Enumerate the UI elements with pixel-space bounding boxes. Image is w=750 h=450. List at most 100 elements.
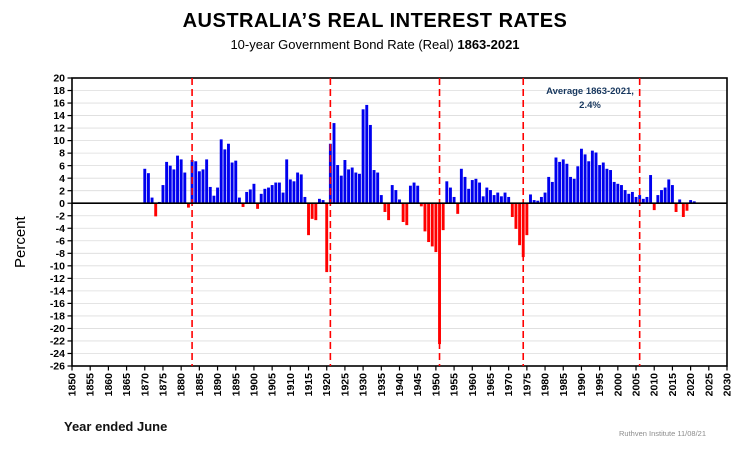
bar-1983 (554, 157, 558, 204)
x-tick-label: 1860 (103, 373, 115, 397)
bar-1879 (176, 155, 179, 204)
x-tick-label: 1880 (176, 373, 188, 397)
bar-1902 (259, 193, 263, 204)
bar-1903 (263, 188, 267, 204)
bar-1991 (583, 154, 587, 204)
bar-1970 (507, 196, 511, 204)
bar-1939 (394, 190, 398, 204)
y-tick-label: -10 (50, 260, 65, 272)
bar-1963 (481, 196, 485, 204)
bar-1927 (350, 167, 354, 204)
bar-1984 (558, 161, 562, 204)
bar-2011 (656, 195, 660, 204)
bar-1975 (525, 203, 529, 236)
bar-1877 (168, 165, 172, 204)
bar-1909 (285, 159, 289, 204)
bar-1881 (183, 172, 187, 204)
bar-1923 (336, 165, 340, 204)
y-tick-label: 0 (59, 198, 65, 210)
bar-1917 (314, 203, 318, 221)
bar-1930 (361, 109, 365, 204)
y-tick-label: 4 (59, 173, 65, 185)
x-tick-label: 1975 (521, 373, 533, 397)
bar-1947 (423, 203, 427, 232)
x-axis-caption: Year ended June (64, 419, 168, 434)
bar-1976 (529, 194, 532, 204)
bar-1934 (376, 172, 380, 204)
average-annotation-line2: 2.4% (579, 99, 601, 111)
x-tick-label: 1950 (430, 373, 442, 397)
bar-1911 (292, 181, 296, 204)
bar-1958 (463, 176, 467, 204)
bar-1906 (274, 182, 278, 204)
bar-1985 (561, 159, 565, 204)
x-tick-label: 1910 (285, 373, 297, 397)
x-tick-label: 1990 (576, 373, 588, 397)
bar-2013 (663, 187, 667, 204)
bar-1957 (459, 168, 463, 204)
x-tick-label: 1930 (358, 373, 370, 397)
bar-2000 (616, 183, 620, 204)
bar-1901 (256, 203, 260, 209)
bar-2004 (630, 191, 634, 204)
y-tick-label: -14 (50, 285, 65, 297)
x-tick-label: 1935 (376, 373, 388, 397)
x-tick-label: 1865 (121, 373, 133, 397)
bar-1912 (296, 172, 300, 204)
bar-2014 (667, 179, 671, 204)
bar-1884 (194, 161, 198, 204)
bar-1887 (205, 159, 209, 204)
bar-2003 (627, 193, 631, 204)
x-tick-label: 1900 (248, 373, 260, 397)
bar-1974 (521, 203, 525, 258)
x-tick-label: 2020 (685, 373, 697, 397)
bar-1910 (288, 179, 292, 204)
bar-1969 (503, 192, 507, 204)
bar-1880 (179, 159, 183, 204)
x-tick-label: 2030 (722, 373, 734, 397)
bar-1949 (430, 203, 434, 247)
x-tick-label: 1985 (558, 373, 570, 397)
bar-1890 (216, 187, 220, 204)
bar-1904 (267, 187, 270, 204)
bar-1944 (412, 182, 416, 204)
bar-1946 (419, 203, 423, 207)
bar-1956 (456, 203, 460, 214)
bar-2012 (660, 190, 663, 204)
bar-2008 (645, 196, 649, 204)
bar-2005 (634, 196, 638, 204)
subtitle-text: 10-year Government Bond Rate (Real) (230, 37, 454, 52)
x-tick-label: 1945 (412, 373, 424, 397)
bar-1967 (496, 192, 500, 204)
y-tick-label: -22 (50, 336, 65, 348)
x-tick-label: 1955 (449, 373, 461, 397)
bar-1986 (565, 163, 569, 204)
bar-1873 (154, 203, 158, 217)
bar-2007 (641, 198, 645, 204)
y-tick-label: -4 (56, 223, 65, 235)
x-tick-label: 2015 (667, 373, 679, 397)
bar-1988 (572, 178, 576, 204)
y-tick-label: 14 (53, 110, 65, 122)
bar-1978 (536, 200, 540, 204)
bar-1895 (234, 160, 238, 204)
bar-1981 (547, 176, 551, 204)
bar-1992 (587, 161, 591, 204)
bar-1897 (241, 203, 245, 207)
bar-1920 (325, 203, 329, 273)
bar-1898 (245, 191, 249, 204)
bar-1953 (445, 181, 449, 204)
bar-1989 (576, 166, 580, 204)
bar-1899 (248, 189, 252, 204)
bar-1960 (470, 180, 474, 204)
x-tick-label: 1970 (503, 373, 515, 397)
x-tick-label: 1915 (303, 373, 315, 397)
y-tick-label: 6 (59, 160, 65, 172)
bar-1996 (601, 162, 605, 204)
bar-1929 (358, 173, 361, 204)
bar-1972 (514, 203, 518, 229)
bar-1905 (270, 185, 274, 204)
average-annotation: Average 1863-2021, 2.4% (534, 85, 646, 113)
bar-1921 (328, 143, 332, 204)
